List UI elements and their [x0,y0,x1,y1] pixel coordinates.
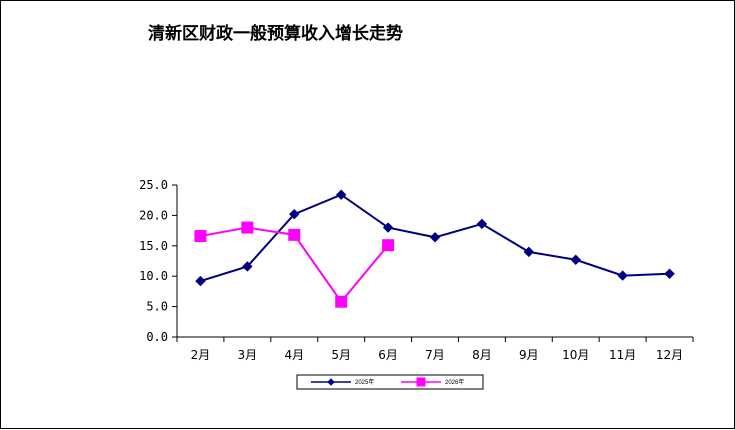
legend-label-2: 2026年 [445,378,464,386]
x-tick-label: 4月 [284,348,304,362]
y-tick-label: 10.0 [139,269,168,283]
legend: 2025年 2026年 [296,374,484,390]
x-tick-label: 2月 [191,348,211,362]
series-2-point [382,239,395,252]
series-1-point [664,268,675,279]
x-tick-label: 3月 [238,348,258,362]
series-2-point [288,228,301,241]
series-2-point [241,221,254,234]
y-tick-label: 0.0 [146,330,168,344]
x-tick-label: 9月 [519,348,539,362]
series-1-point [523,246,535,258]
x-tick-label: 12月 [656,348,683,362]
chart-title: 清新区财政一般预算收入增长走势 [148,23,403,44]
series-2-point [335,295,348,308]
y-tick-label: 25.0 [139,178,168,192]
series-1-point [335,189,347,200]
y-ticks: 0.0 5.0 10.0 15.0 20.0 25.0 [139,178,177,344]
series-1-point [476,218,488,230]
x-tick-label: 8月 [472,348,492,362]
legend-marker-2 [416,377,426,387]
series-1-point [429,232,441,243]
y-tick-label: 20.0 [139,208,168,222]
legend-box [296,374,484,390]
series-1-point [382,222,394,233]
x-tick-label: 11月 [609,348,636,362]
series-1-point [617,270,628,281]
series-1-point [195,275,206,287]
x-tick-label: 6月 [378,348,398,362]
series-2-point [194,230,207,243]
legend-label-1: 2025年 [355,378,374,386]
y-tick-label: 15.0 [139,239,168,253]
x-tick-label: 5月 [331,348,351,362]
legend-marker-1 [327,378,335,386]
series-1-point [570,254,581,265]
y-tick-label: 5.0 [146,300,168,314]
x-tick-label: 7月 [425,348,445,362]
x-ticks: 2月 3月 4月 5月 6月 7月 8月 9月 10月 11月 12月 [176,337,694,362]
series-1-point [289,208,300,220]
series-layer [194,189,675,308]
series-1-point [242,261,253,272]
x-tick-label: 10月 [562,348,589,362]
